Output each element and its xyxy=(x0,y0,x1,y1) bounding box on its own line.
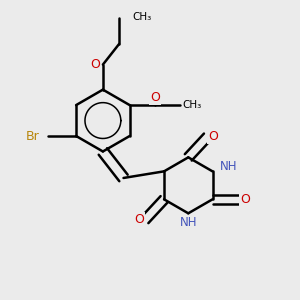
Text: CH₃: CH₃ xyxy=(183,100,202,110)
Text: CH₃: CH₃ xyxy=(132,13,152,22)
Text: O: O xyxy=(240,193,250,206)
Text: NH: NH xyxy=(179,216,197,229)
Text: Br: Br xyxy=(26,130,39,142)
Text: O: O xyxy=(208,130,218,143)
Text: NH: NH xyxy=(220,160,237,173)
Text: O: O xyxy=(134,213,144,226)
Text: O: O xyxy=(150,91,160,104)
Text: O: O xyxy=(91,58,100,71)
